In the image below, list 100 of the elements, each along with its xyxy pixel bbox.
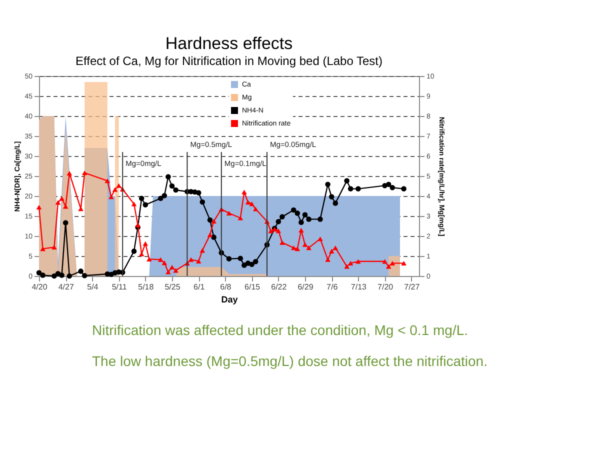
x-axis-title: Day <box>221 294 238 304</box>
point <box>116 183 122 188</box>
point <box>276 218 282 224</box>
point <box>207 232 213 238</box>
point <box>276 228 282 234</box>
point <box>82 272 88 278</box>
point <box>131 202 137 206</box>
point <box>135 222 140 228</box>
chart-subtitle: Effect of Ca, Mg for Nitrification in Moving bed (Labo Test) <box>75 54 383 68</box>
point <box>302 212 308 218</box>
chart-title: Hardness effects <box>165 34 293 53</box>
point <box>52 273 57 279</box>
point <box>356 186 361 192</box>
point <box>325 182 330 188</box>
point <box>306 246 312 250</box>
point <box>200 248 206 253</box>
point <box>390 184 396 190</box>
point <box>173 268 178 273</box>
point <box>59 272 64 278</box>
point <box>401 260 406 266</box>
point <box>104 178 110 184</box>
x-tick-label: 6/1 <box>194 282 206 292</box>
point <box>188 257 194 262</box>
point <box>162 260 168 266</box>
point <box>249 262 254 268</box>
point <box>356 259 361 264</box>
x-tick-label: 6/29 <box>298 282 314 292</box>
point <box>401 186 406 192</box>
point <box>166 270 171 274</box>
point <box>55 200 61 205</box>
x-tick-label: 7/20 <box>378 282 394 292</box>
point <box>173 187 178 193</box>
point <box>158 257 164 262</box>
x-tick-label: 7/27 <box>404 282 420 292</box>
point <box>62 220 68 226</box>
point <box>318 216 323 222</box>
point <box>386 264 392 269</box>
x-tick-label: 5/18 <box>138 282 154 292</box>
point <box>169 183 175 189</box>
point <box>200 199 206 205</box>
point <box>332 200 338 206</box>
point <box>290 246 296 250</box>
x-tick-label: 6/15 <box>244 282 261 292</box>
point <box>226 256 232 262</box>
point <box>196 258 202 264</box>
point <box>59 196 64 201</box>
point <box>294 246 300 252</box>
point <box>238 256 244 262</box>
point <box>242 262 247 268</box>
point <box>108 194 114 200</box>
x-tick-label: 4/27 <box>58 282 74 292</box>
x-tick-label: 5/25 <box>164 282 181 292</box>
point <box>348 186 354 192</box>
point <box>226 210 232 216</box>
point <box>325 257 330 262</box>
point <box>245 200 251 204</box>
point <box>146 256 152 262</box>
point <box>344 264 350 269</box>
point <box>142 202 148 208</box>
point <box>82 170 88 176</box>
point <box>242 190 247 194</box>
point <box>78 268 84 274</box>
point <box>196 190 202 196</box>
text: The low hardness (Mg=0.5mg/L) dose not affect the nitrification. <box>92 353 488 369</box>
point <box>298 220 304 226</box>
point <box>138 196 144 202</box>
point <box>66 273 72 279</box>
text: Nitrification was affected under the condition, Mg < 0.1 mg/L. <box>92 322 470 338</box>
point <box>66 170 72 176</box>
point <box>298 228 304 232</box>
point <box>238 216 244 220</box>
point <box>290 207 296 213</box>
x-tick-label: 6/8 <box>220 282 232 292</box>
point <box>131 248 137 254</box>
point <box>386 182 392 188</box>
point <box>280 214 285 220</box>
point <box>382 259 388 264</box>
point <box>328 194 334 200</box>
point <box>142 241 148 246</box>
x-tick-label: 6/22 <box>271 282 288 292</box>
point <box>268 228 274 234</box>
point <box>280 240 285 245</box>
point <box>40 272 46 278</box>
point <box>306 216 312 222</box>
point <box>211 218 216 224</box>
point <box>249 202 254 206</box>
point <box>40 246 46 252</box>
point <box>52 244 57 250</box>
point <box>318 236 323 242</box>
x-tick-label: 5/11 <box>112 282 128 292</box>
point <box>332 246 338 250</box>
point <box>390 260 396 266</box>
point <box>302 242 308 247</box>
point <box>166 174 171 180</box>
point <box>207 217 213 223</box>
point <box>344 178 350 184</box>
point <box>158 196 164 202</box>
x-tick-label: 7/6 <box>326 282 338 292</box>
x-tick-label: 4/20 <box>32 282 48 292</box>
point <box>328 248 334 254</box>
